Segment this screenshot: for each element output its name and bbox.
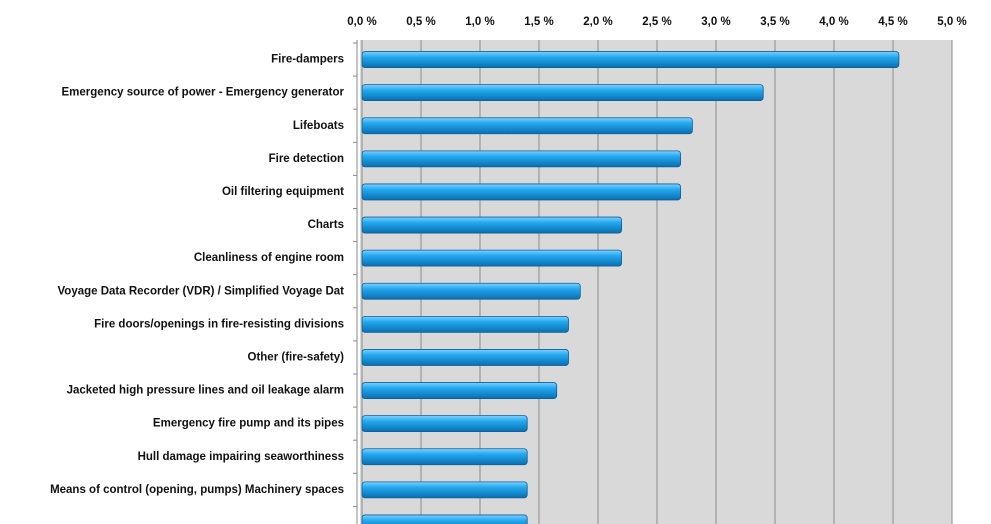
bar <box>361 84 764 102</box>
y-tick-label: Emergency source of power - Emergency ge… <box>62 87 345 99</box>
x-tick-label: 2,0 % <box>583 16 612 28</box>
bar <box>361 216 623 234</box>
y-tick-label: Fire-dampers <box>271 54 344 66</box>
y-tick-label: Charts <box>308 219 344 231</box>
bar <box>361 349 569 366</box>
y-tick-label: Lifeboats <box>293 120 344 132</box>
y-tick-label: Means of control (opening, pumps) Machin… <box>50 484 344 496</box>
bar <box>361 481 528 499</box>
y-tick-label: Cleanliness of engine room <box>194 252 344 264</box>
x-tick-label: 1,5 % <box>524 16 553 28</box>
bar <box>361 150 682 168</box>
bar <box>361 382 558 399</box>
bar <box>361 415 528 433</box>
y-tick-label: Hull damage impairing seaworthiness <box>138 451 344 463</box>
y-tick-label: Oil filtering equipment <box>222 186 344 198</box>
bar <box>361 249 623 267</box>
y-tick-label: Jacketed high pressure lines and oil lea… <box>67 385 344 397</box>
bar <box>361 183 682 201</box>
y-tick-label: Emergency fire pump and its pipes <box>153 418 344 430</box>
bar <box>361 448 528 466</box>
x-tick-label: 3,0 % <box>701 16 730 28</box>
x-tick-label: 2,5 % <box>642 16 671 28</box>
x-tick-label: 0,5 % <box>406 16 435 28</box>
x-tick-label: 4,5 % <box>878 16 907 28</box>
x-tick-label: 1,0 % <box>465 16 494 28</box>
x-tick-label: 4,0 % <box>819 16 848 28</box>
x-tick-label: 0,0 % <box>347 16 376 28</box>
x-tick-label: 5,0 % <box>937 16 966 28</box>
bar <box>361 315 569 333</box>
bar <box>361 282 581 300</box>
bar <box>361 514 528 524</box>
y-tick-label: Fire detection <box>269 153 344 165</box>
y-tick-label: Voyage Data Recorder (VDR) / Simplified … <box>57 285 344 297</box>
bar <box>361 51 900 68</box>
y-tick-label: Fire doors/openings in fire-resisting di… <box>94 318 344 330</box>
y-tick-label: Other (fire-safety) <box>248 351 345 363</box>
bar <box>361 117 693 135</box>
x-tick-label: 3,5 % <box>760 16 789 28</box>
